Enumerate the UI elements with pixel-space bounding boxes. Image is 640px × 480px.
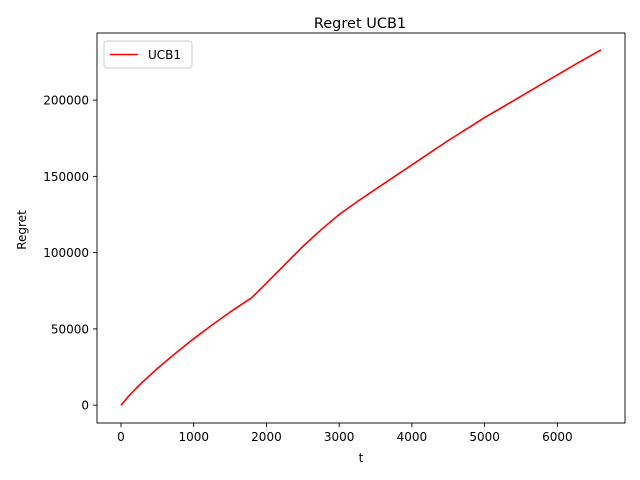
y-tick-label: 200000 <box>43 94 89 108</box>
legend: UCB1 <box>103 40 193 69</box>
y-tick-label: 50000 <box>51 322 89 336</box>
x-tick-label: 6000 <box>542 430 573 444</box>
axes-frame <box>96 32 626 424</box>
x-axis: 0 1000 2000 3000 4000 5000 6000 <box>117 423 573 444</box>
series-line-ucb1 <box>120 49 602 406</box>
x-tick-label: 2000 <box>251 430 282 444</box>
y-tick-label: 0 <box>81 399 89 413</box>
x-tick-label: 5000 <box>469 430 500 444</box>
x-tick-label: 3000 <box>324 430 355 444</box>
x-tick-label: 1000 <box>178 430 209 444</box>
y-tick-label: 100000 <box>43 246 89 260</box>
plot-area <box>120 49 602 406</box>
chart-title: Regret UCB1 <box>314 16 406 32</box>
y-axis: 0 50000 100000 150000 200000 <box>43 94 97 413</box>
y-tick-label: 150000 <box>43 170 89 184</box>
y-axis-label: Regret <box>15 210 29 250</box>
x-tick-label: 4000 <box>397 430 428 444</box>
x-tick-label: 0 <box>117 430 125 444</box>
x-axis-label: t <box>359 451 364 465</box>
legend-box <box>103 40 193 69</box>
legend-label-ucb1: UCB1 <box>148 48 181 62</box>
